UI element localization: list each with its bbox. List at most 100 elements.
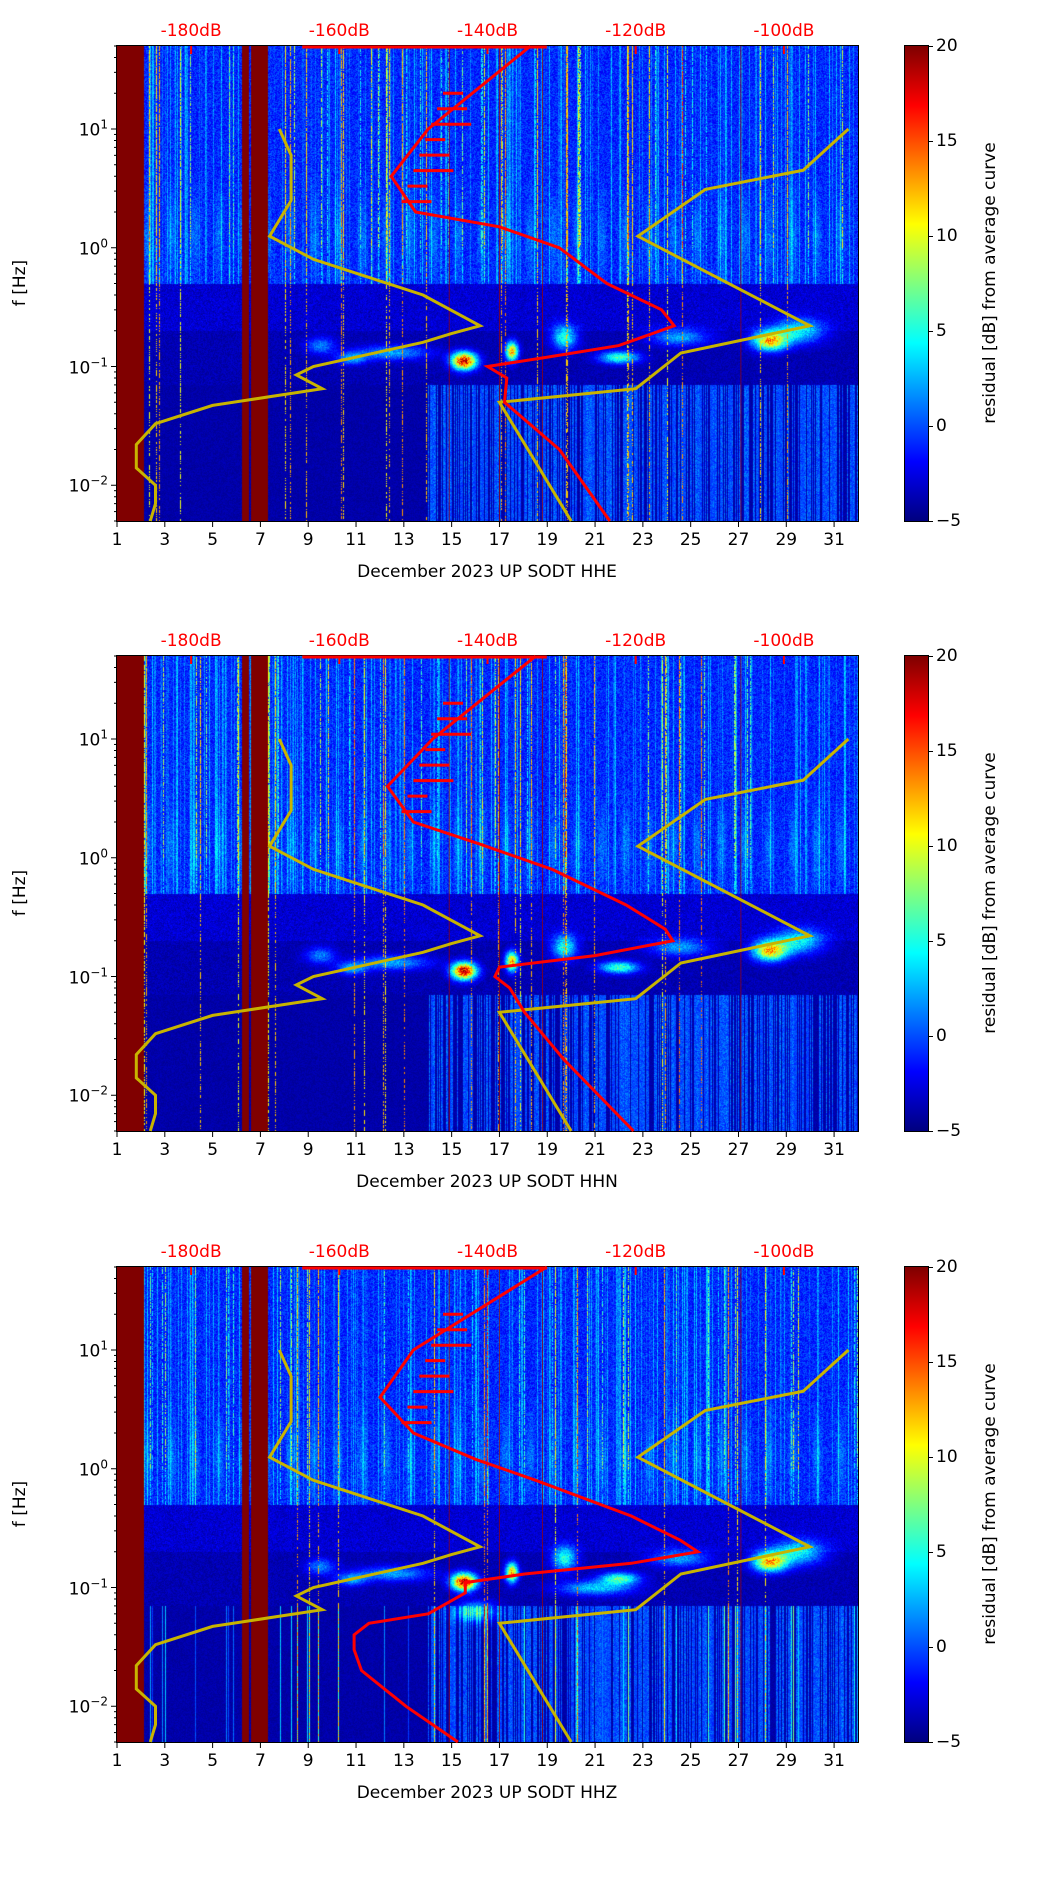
x-tick-label: 9 [302,1751,314,1771]
x-tick-label: 1 [111,1140,123,1160]
x-tick-label: 17 [488,530,511,550]
x-tick-label: 13 [393,1751,415,1771]
top-axis-db-label: -180dB [160,21,222,41]
x-tick-label: 23 [632,1140,654,1160]
x-tick-label: 3 [159,1140,171,1160]
top-axis-db-label: -100dB [753,21,815,41]
colorbar [904,45,929,522]
x-tick-label: 5 [207,1140,219,1160]
top-axis-db-label: -180dB [160,631,222,651]
y-tick-label: 10−2 [69,474,108,497]
tick-exponent: 1 [100,727,108,742]
top-axis-db-label: -140dB [456,1242,519,1262]
tick-base: 10 [68,967,91,988]
x-tick-label: 25 [679,1751,702,1771]
x-tick-label: 21 [584,1751,606,1771]
tick-exponent: −1 [90,355,108,370]
tick-base: 10 [78,1341,101,1362]
colorbar-label: residual [dB] from average curve [980,1363,1000,1645]
nhnm-curve [496,1348,850,1743]
tick-base: 10 [78,120,101,141]
median-psd-curve [352,1265,702,1744]
x-tick-label: 29 [775,1751,798,1771]
colorbar-tick-label: 10 [936,1447,958,1467]
tick-exponent: 0 [100,1457,108,1472]
x-tick-label: 7 [254,530,266,550]
colorbar-tick-label: 20 [936,36,958,56]
x-tick-label: 31 [823,1140,845,1160]
colorbar-label: residual [dB] from average curve [980,142,1000,424]
x-tick-label: 3 [159,1751,171,1771]
tick-base: 10 [78,239,101,260]
colorbar-tick-mark [928,331,933,332]
y-tick-label: 10−1 [69,355,108,378]
x-tick-label: 19 [536,1140,559,1160]
nlnm-curve [134,128,485,522]
y-tick-label: 100 [79,236,108,259]
spectrogram-image [117,46,858,521]
tick-exponent: 0 [100,846,108,861]
top-axis-db-label: -160dB [308,631,370,651]
colorbar-tick-mark [928,1647,933,1648]
x-tick-label: 23 [632,1751,654,1771]
colorbar-tick-mark [928,846,933,847]
x-tick-label: 11 [345,1751,367,1771]
y-tick-label: 10−2 [69,1084,108,1107]
overlay [111,654,850,1137]
x-tick-label: 19 [536,530,559,550]
top-axis-db-label: -140dB [456,631,519,651]
y-tick-label: 10−1 [69,1576,108,1599]
x-tick-label: 29 [775,1140,798,1160]
x-tick-label: 7 [254,1140,266,1160]
colorbar-tick-mark [928,521,933,522]
colorbar-tick-mark [928,1742,933,1743]
x-tick-label: 1 [111,530,123,550]
tick-base: 10 [68,357,91,378]
top-axis-db-label: -100dB [753,1242,815,1262]
y-tick-label: 10−1 [69,965,108,988]
colorbar [904,1266,929,1743]
top-axis-db-label: -120dB [605,1242,667,1262]
top-axis-db-label: -160dB [308,1242,370,1262]
x-tick-label: 15 [440,1140,463,1160]
y-tick-label: 101 [79,118,108,141]
y-axis-label: f [Hz] [10,1480,30,1528]
x-tick-label: 17 [488,1751,511,1771]
tick-base: 10 [78,730,101,751]
x-tick-label: 15 [440,530,463,550]
x-tick-label: 31 [823,1751,845,1771]
y-axis-label: f [Hz] [10,869,30,917]
tick-exponent: 0 [100,236,108,251]
colorbar-tick-mark [928,656,933,657]
colorbar-tick-label: 5 [936,321,947,341]
x-axis-label: December 2023 UP SODT HHE [357,562,617,582]
x-axis-label: December 2023 UP SODT HHN [356,1172,618,1192]
x-tick-label: 7 [254,1751,266,1771]
colorbar-tick-label: −5 [936,511,962,531]
plot-area: 1 3 5 7 9 11 13 15 17 19 21 23 25 27 29 31 -180dB -160dB -… [111,21,859,550]
colorbar-tick-label: −5 [936,1732,962,1752]
colorbar [904,655,929,1132]
colorbar-tick-label: 15 [936,131,958,151]
tick-exponent: 1 [100,117,108,132]
tick-exponent: −2 [90,1083,108,1098]
colorbar-tick-mark [928,426,933,427]
colorbar-tick-label: 0 [936,1637,947,1657]
colorbar-tick-label: 10 [936,836,958,856]
colorbar-tick-label: 20 [936,1257,958,1277]
y-tick-label: 100 [79,846,108,869]
colorbar-tick-label: 5 [936,931,947,951]
x-tick-label: 21 [584,530,606,550]
median-psd-curve [385,654,676,1133]
x-axis-label: December 2023 UP SODT HHZ [356,1783,618,1803]
colorbar-tick-mark [928,941,933,942]
x-tick-label: 31 [823,530,845,550]
top-axis-db-label: -180dB [160,1242,222,1262]
colorbar-tick-mark [928,1267,933,1268]
tick-exponent: −1 [90,1576,108,1591]
top-axis-db-label: -140dB [456,21,519,41]
colorbar-tick-mark [928,46,933,47]
nhnm-curve [496,127,850,522]
x-tick-label: 17 [488,1140,511,1160]
x-tick-label: 15 [440,1751,463,1771]
